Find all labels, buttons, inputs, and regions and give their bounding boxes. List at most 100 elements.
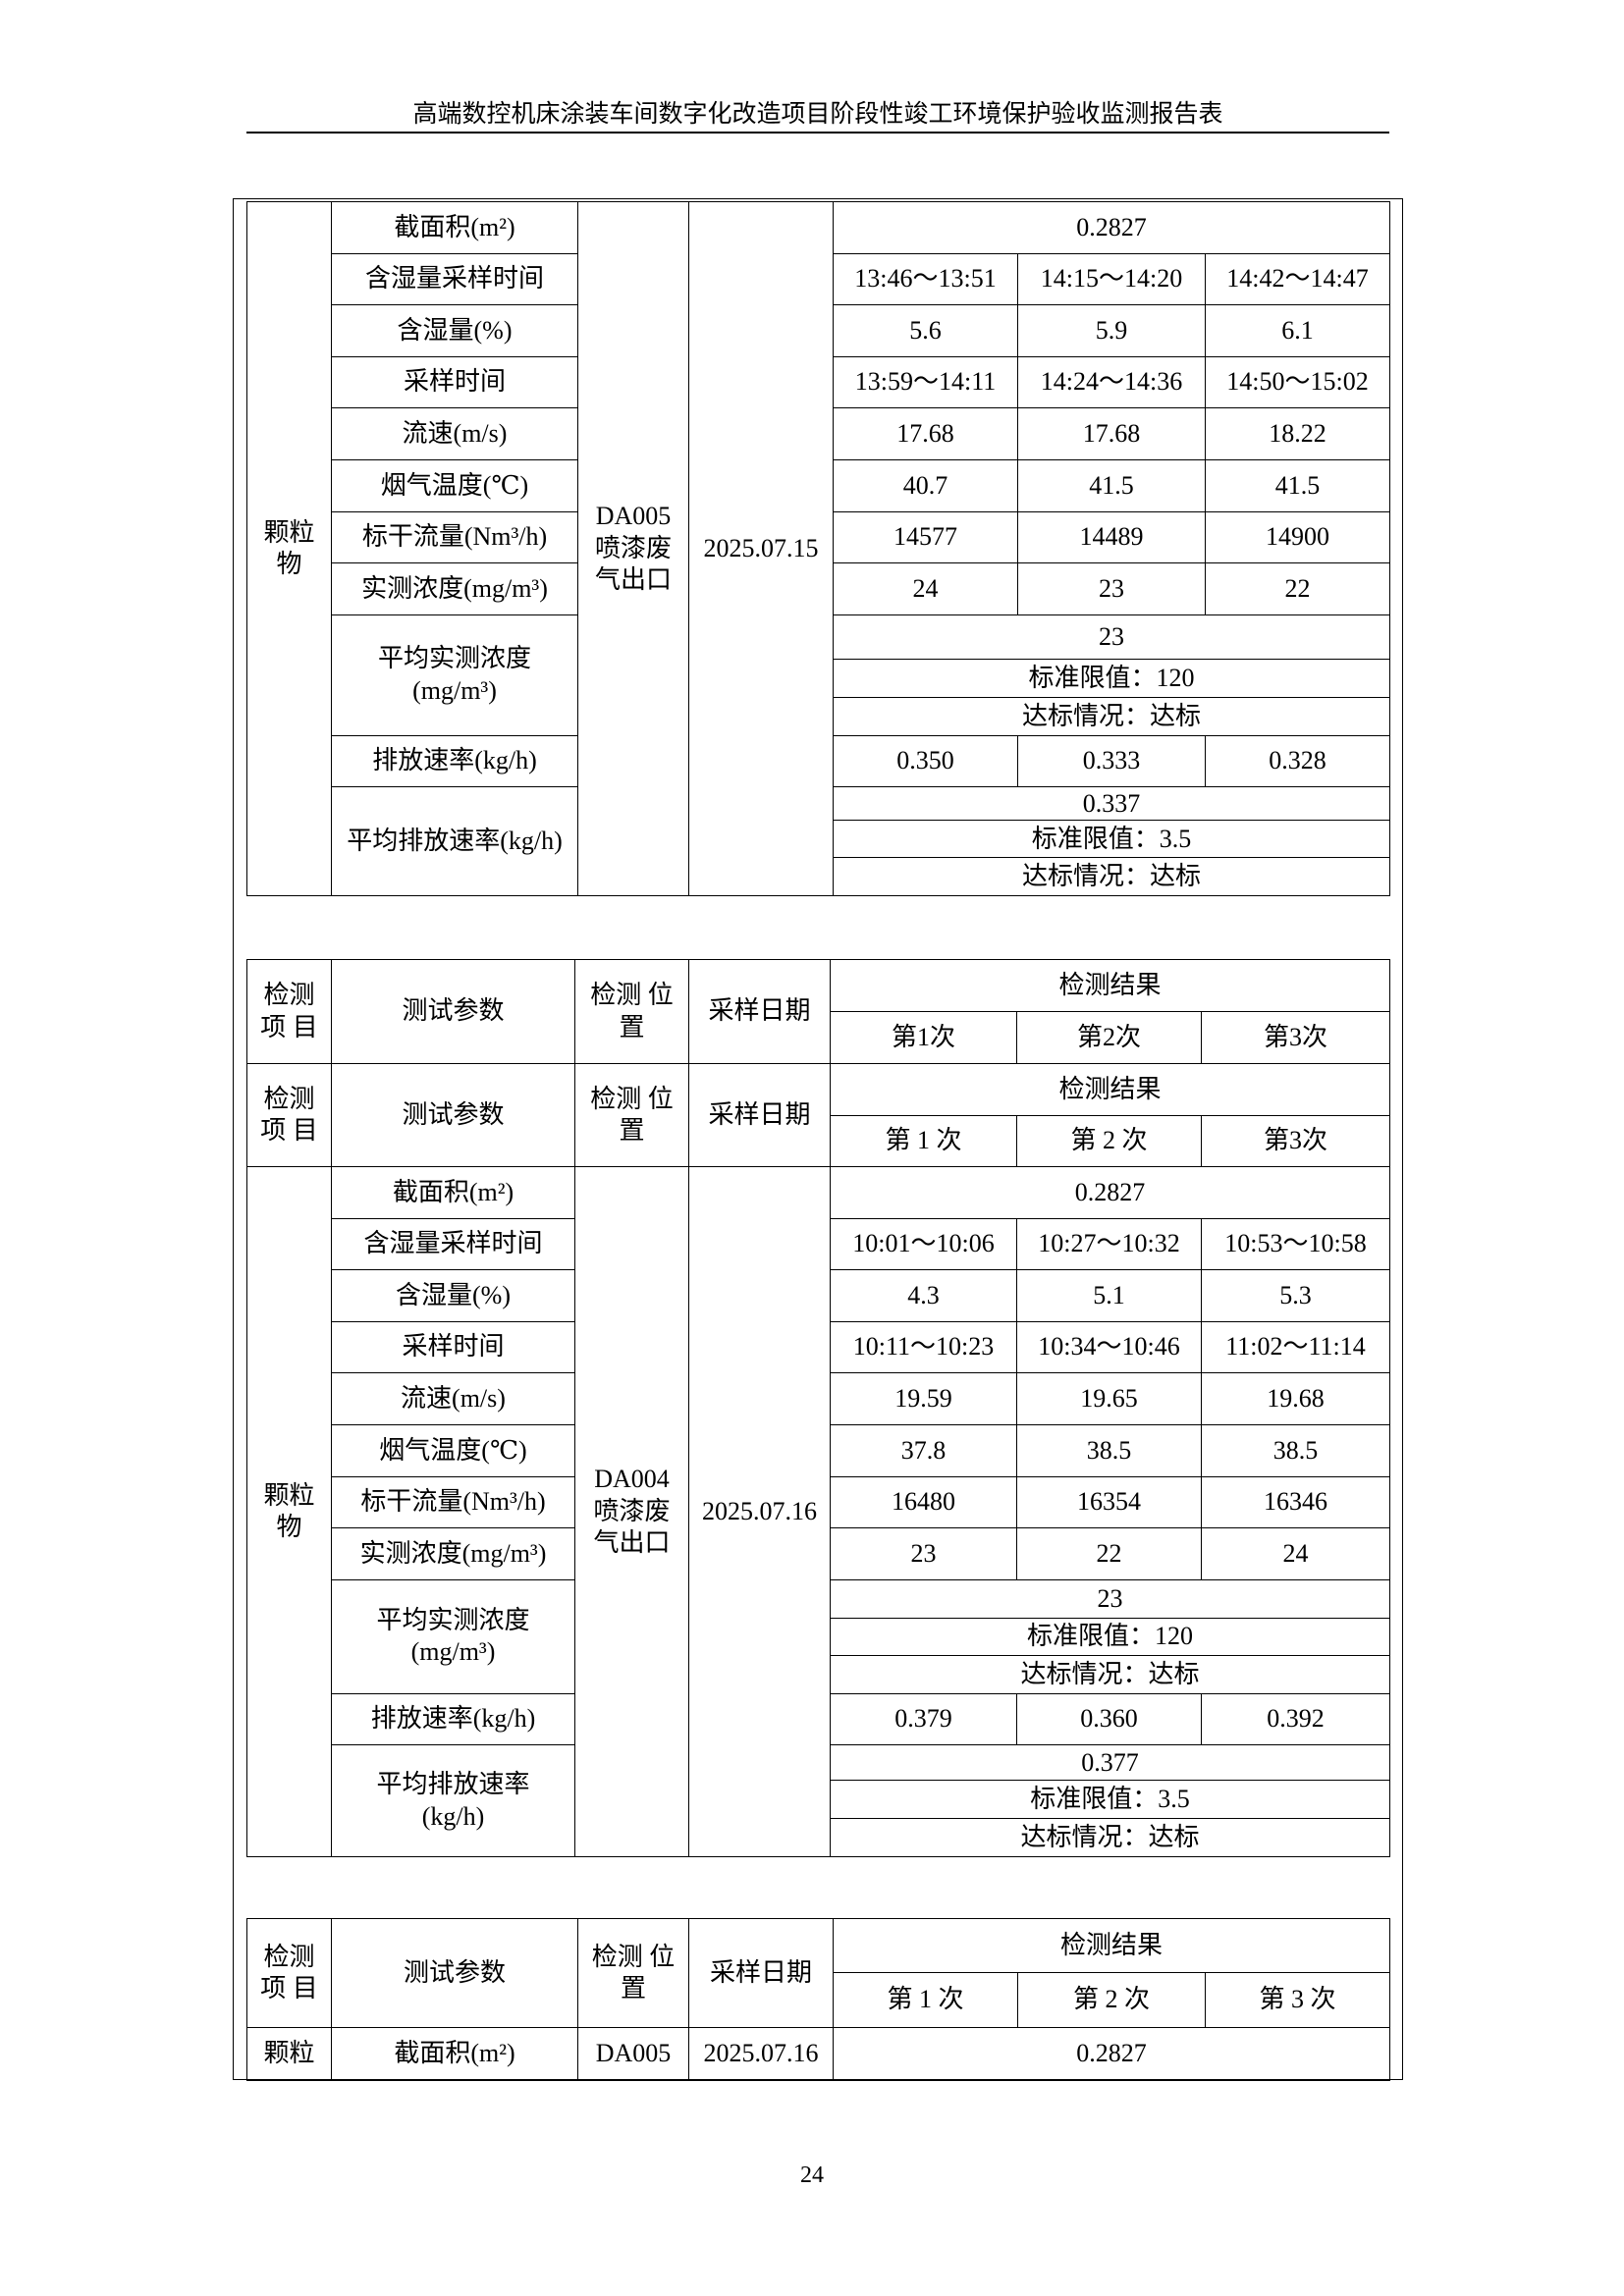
test-item: 颗粒 物 [246,1165,332,1858]
compliance-status: 达标情况：达标 [832,696,1391,736]
header-run-3: 第 3 次 [1204,1972,1391,2028]
header-run-1: 第 1 次 [833,1972,1018,2028]
value-run-3: 38.5 [1200,1423,1391,1477]
value-run-1: 13:59～14:11 [833,355,1018,409]
data-row: 含湿量采样时间 10:01～10:06 10:27～10:32 10:53～10:58 [247,1217,1391,1271]
value-run-1: 4.3 [830,1269,1017,1322]
header-location: 检测 位 置 [574,959,689,1064]
header-row: 第 1 次第 2 次第3次 [247,1115,1391,1167]
test-location: DA004 喷漆废 气出口 [574,1165,689,1858]
header-row: 检测 项 目测试参数 检测 位 置采样日期 检测结果 [246,1918,1391,2028]
average-value: 0.337 [832,786,1391,822]
header-result: 检测结果 [829,959,1391,1012]
param-label: 含湿量(%) [331,304,578,357]
header-location: 检测 位 置 [574,1063,689,1167]
test-location: DA005 [577,2027,689,2081]
value-run-2: 14:15～14:20 [1017,252,1206,306]
header-location: 检测 位 置 [577,1918,689,2028]
value-run-3: 18.22 [1204,407,1391,460]
summary-row: 平均实测浓度 (mg/m³) 23 [247,614,1391,736]
header-date: 采样日期 [688,959,831,1064]
limit-value: 标准限值：120 [829,1617,1391,1656]
param-label: 平均实测浓度 (mg/m³) [331,1578,575,1694]
value-run-1: 13:46～13:51 [833,252,1018,306]
monitoring-table-da005-0716: 检测 项 目测试参数 检测 位 置采样日期 检测结果第 1 次第 2 次第 3 次颗… [246,1918,1391,2081]
header-run-1: 第 1 次 [830,1115,1017,1167]
value-run-3: 14:42～14:47 [1204,252,1391,306]
limit-value: 标准限值：3.5 [832,820,1391,859]
value-run-1: 16480 [830,1475,1017,1529]
summary-row: 达标情况：达标 [247,1654,1391,1694]
value-run-2: 5.1 [1016,1269,1202,1322]
value-run-2: 14489 [1017,510,1206,564]
header-date: 采样日期 [688,1918,834,2028]
summary-row: 达标情况：达标 [247,696,1391,736]
value-run-2: 10:34～10:46 [1016,1320,1202,1374]
data-row: 流速(m/s) 19.59 19.65 19.68 [247,1372,1391,1425]
param-label: 排放速率(kg/h) [331,734,578,788]
sample-date: 2025.07.16 [688,2027,834,2081]
compliance-status: 达标情况：达标 [832,857,1391,897]
value-run-1: 37.8 [830,1423,1017,1477]
value-cell: 0.2827 [832,2027,1391,2081]
param-label: 流速(m/s) [331,1372,575,1425]
param-label: 烟气温度(℃) [331,1423,575,1477]
value-run-2: 38.5 [1016,1423,1202,1477]
header-param: 测试参数 [331,1063,575,1167]
value-cell: 0.2827 [832,201,1391,254]
header-run-2: 第 2 次 [1017,1972,1206,2028]
data-row: 颗粒 物截面积(m²) DA004 喷漆废 气出口 2025.07.16 0.2827 [246,1165,1391,1858]
summary-row: 平均实测浓度 (mg/m³) 23 [247,1578,1391,1694]
value-run-1: 0.350 [833,734,1018,788]
value-run-3: 0.328 [1204,734,1391,788]
value-run-2: 0.333 [1017,734,1206,788]
value-run-2: 0.360 [1016,1692,1202,1746]
value-run-3: 5.3 [1200,1269,1391,1322]
summary-row: 平均排放速率(kg/h) 0.337 [247,786,1391,897]
param-label: 烟气温度(℃) [331,458,578,512]
header-run-1: 第1次 [830,1011,1017,1064]
value-run-1: 10:11～10:23 [830,1320,1017,1374]
value-run-1: 19.59 [830,1372,1017,1425]
param-label: 含湿量采样时间 [331,1217,575,1271]
summary-row: 平均排放速率 (kg/h) 0.377 [247,1744,1391,1858]
header-run-2: 第2次 [1016,1011,1202,1064]
param-label: 标干流量(Nm³/h) [331,1475,575,1529]
header-row: 第 1 次第 2 次第 3 次 [247,1972,1391,2028]
header-run-3: 第3次 [1200,1115,1391,1167]
compliance-status: 达标情况：达标 [829,1818,1391,1858]
header-item: 检测 项 目 [246,959,332,1064]
average-value: 23 [832,614,1391,660]
value-run-2: 14:24～14:36 [1017,355,1206,409]
value-run-2: 19.65 [1016,1372,1202,1425]
value-run-3: 14900 [1204,510,1391,564]
header-row: 第1次 第2次 第3次 [247,1011,1391,1064]
value-run-1: 10:01～10:06 [830,1217,1017,1271]
value-run-1: 5.6 [833,304,1018,357]
value-run-1: 23 [830,1527,1017,1580]
data-row: 流速(m/s) 17.68 17.68 18.22 [247,407,1391,460]
value-run-2: 22 [1016,1527,1202,1580]
value-run-3: 41.5 [1204,458,1391,512]
param-label: 采样时间 [331,355,578,409]
param-label: 平均实测浓度 (mg/m³) [331,614,578,736]
header-row: 检测 项 目测试参数 检测 位 置采样日期 检测结果 [246,1063,1391,1167]
limit-value: 标准限值：3.5 [829,1780,1391,1820]
header-run-3: 第3次 [1200,1011,1391,1064]
summary-row: 标准限值：3.5 [247,1780,1391,1820]
monitoring-table-da005-0715: 颗粒 物截面积(m²) DA005 喷漆废 气出口 2025.07.15 0.2827… [246,200,1391,897]
test-item: 颗粒 物 [246,200,332,897]
header-item: 检测 项 目 [246,1918,332,2028]
param-label: 截面积(m²) [331,2027,578,2081]
value-run-1: 14577 [833,510,1018,564]
param-label: 实测浓度(mg/m³) [331,562,578,615]
param-label: 标干流量(Nm³/h) [331,510,578,564]
header-row: 检测 项 目测试参数 检测 位 置采样日期 检测结果 [246,959,1391,1064]
summary-row: 达标情况：达标 [247,857,1391,897]
average-value: 23 [829,1578,1391,1619]
value-run-1: 24 [833,562,1018,615]
header-date: 采样日期 [688,1063,831,1167]
average-value: 0.377 [829,1744,1391,1782]
limit-value: 标准限值：120 [832,658,1391,698]
value-run-2: 10:27～10:32 [1016,1217,1202,1271]
